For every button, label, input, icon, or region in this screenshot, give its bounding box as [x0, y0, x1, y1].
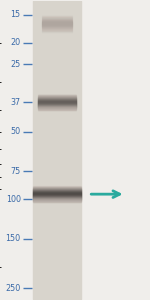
Text: 100: 100: [6, 195, 21, 204]
Text: 250: 250: [6, 284, 21, 293]
Text: 20: 20: [11, 38, 21, 47]
Text: 50: 50: [11, 127, 21, 136]
Text: 150: 150: [6, 234, 21, 243]
Text: 15: 15: [11, 10, 21, 19]
Text: 75: 75: [11, 167, 21, 176]
Text: 37: 37: [11, 98, 21, 107]
Text: 25: 25: [11, 60, 21, 69]
